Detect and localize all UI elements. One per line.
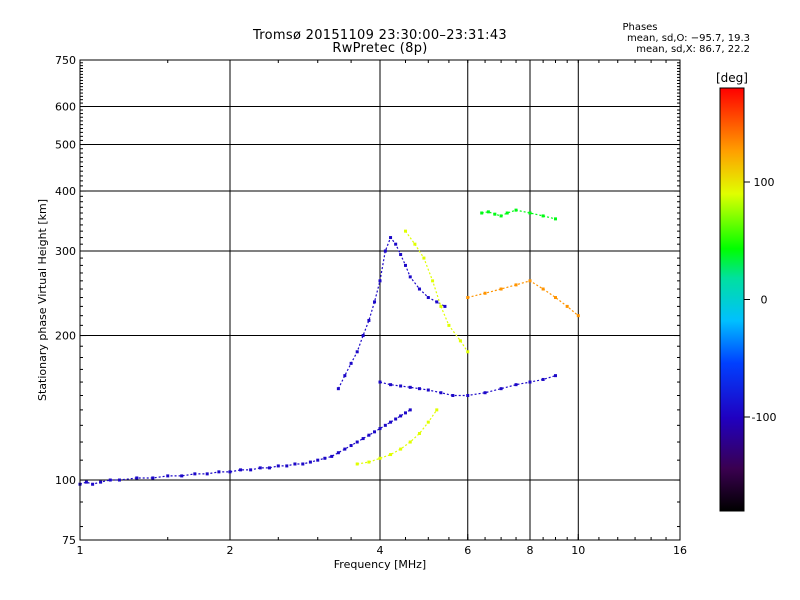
data-point [541, 377, 545, 381]
data-point [330, 454, 334, 458]
phase-info-x-mode: mean, sd,X: 86.7, 22.2 [636, 44, 750, 55]
chart-title: Tromsø 20151109 23:30:00–23:31:43 [252, 28, 508, 43]
data-point [135, 476, 139, 480]
data-point [541, 287, 545, 291]
data-point [267, 466, 271, 470]
data-point [528, 211, 532, 215]
x-tick-label: 4 [377, 544, 384, 557]
trace-line [357, 409, 438, 465]
data-point [378, 427, 382, 431]
colorbar-tick-label: 0 [761, 294, 768, 307]
data-point [84, 480, 88, 484]
data-point [458, 339, 462, 343]
x-tick-label: 10 [571, 544, 585, 557]
data-point [553, 296, 557, 300]
phase-info-heading: Phases [622, 22, 658, 33]
data-point [451, 394, 455, 398]
data-point [408, 385, 412, 389]
data-point [505, 211, 509, 215]
y-tick-label: 400 [55, 185, 76, 198]
data-point [367, 318, 371, 322]
data-point [389, 420, 393, 424]
data-point [389, 453, 393, 457]
chart-subtitle: RwPretec (8p) [332, 41, 428, 56]
trace-line [79, 409, 411, 485]
data-point [180, 474, 184, 478]
data-point [499, 387, 503, 391]
data-point [514, 383, 518, 387]
data-point [466, 350, 470, 354]
data-point [439, 304, 443, 308]
trace-line [379, 375, 556, 397]
data-point [373, 300, 377, 304]
data-point [486, 210, 490, 214]
x-tick-label: 6 [464, 544, 471, 557]
data-point [361, 334, 365, 338]
data-point [443, 304, 447, 308]
data-point [336, 451, 340, 455]
data-point [541, 214, 545, 218]
x-axis-label: Frequency [MHz] [334, 558, 426, 571]
trace-line [481, 209, 556, 220]
colorbar [719, 87, 745, 512]
y-tick-label: 750 [55, 54, 76, 67]
y-tick-label: 500 [55, 139, 76, 152]
y-axis-label: Stationary phase Virtual Height [km] [36, 199, 49, 401]
x-tick-label: 2 [227, 544, 234, 557]
colorbar-tick-label: -100 [752, 411, 777, 424]
data-point [367, 433, 371, 437]
data-point [417, 432, 421, 436]
data-point [367, 460, 371, 464]
data-point [343, 374, 347, 378]
data-point [343, 447, 347, 451]
y-tick-label: 300 [55, 245, 76, 258]
data-point [483, 391, 487, 395]
x-tick-label: 16 [673, 544, 687, 557]
data-point [499, 287, 503, 291]
data-point [383, 249, 387, 253]
y-tick-label: 100 [55, 474, 76, 487]
data-point [258, 466, 262, 470]
y-tick-label: 600 [55, 101, 76, 114]
y-tick-label: 200 [55, 330, 76, 343]
data-point [553, 374, 557, 378]
x-tick-label: 8 [527, 544, 534, 557]
x-tick-label: 1 [77, 544, 84, 557]
data-point [408, 408, 412, 412]
data-point [408, 440, 412, 444]
data-point [378, 456, 382, 460]
data-point [399, 447, 403, 451]
data-point [389, 383, 393, 387]
data-point [378, 380, 382, 384]
y-tick-label: 75 [62, 534, 76, 547]
phase-info-o-mode: mean, sd,O: −95.7, 19.3 [627, 33, 750, 44]
data-point [228, 470, 232, 474]
data-point [399, 414, 403, 418]
colorbar-label: [deg] [716, 71, 748, 85]
trace-line [405, 230, 469, 353]
data-point [151, 476, 155, 480]
colorbar-tick-label: 100 [754, 176, 775, 189]
data-point [239, 468, 243, 472]
trace-line [337, 236, 446, 389]
trace-line [467, 280, 579, 317]
data-point [361, 437, 365, 441]
data-point [108, 478, 112, 482]
